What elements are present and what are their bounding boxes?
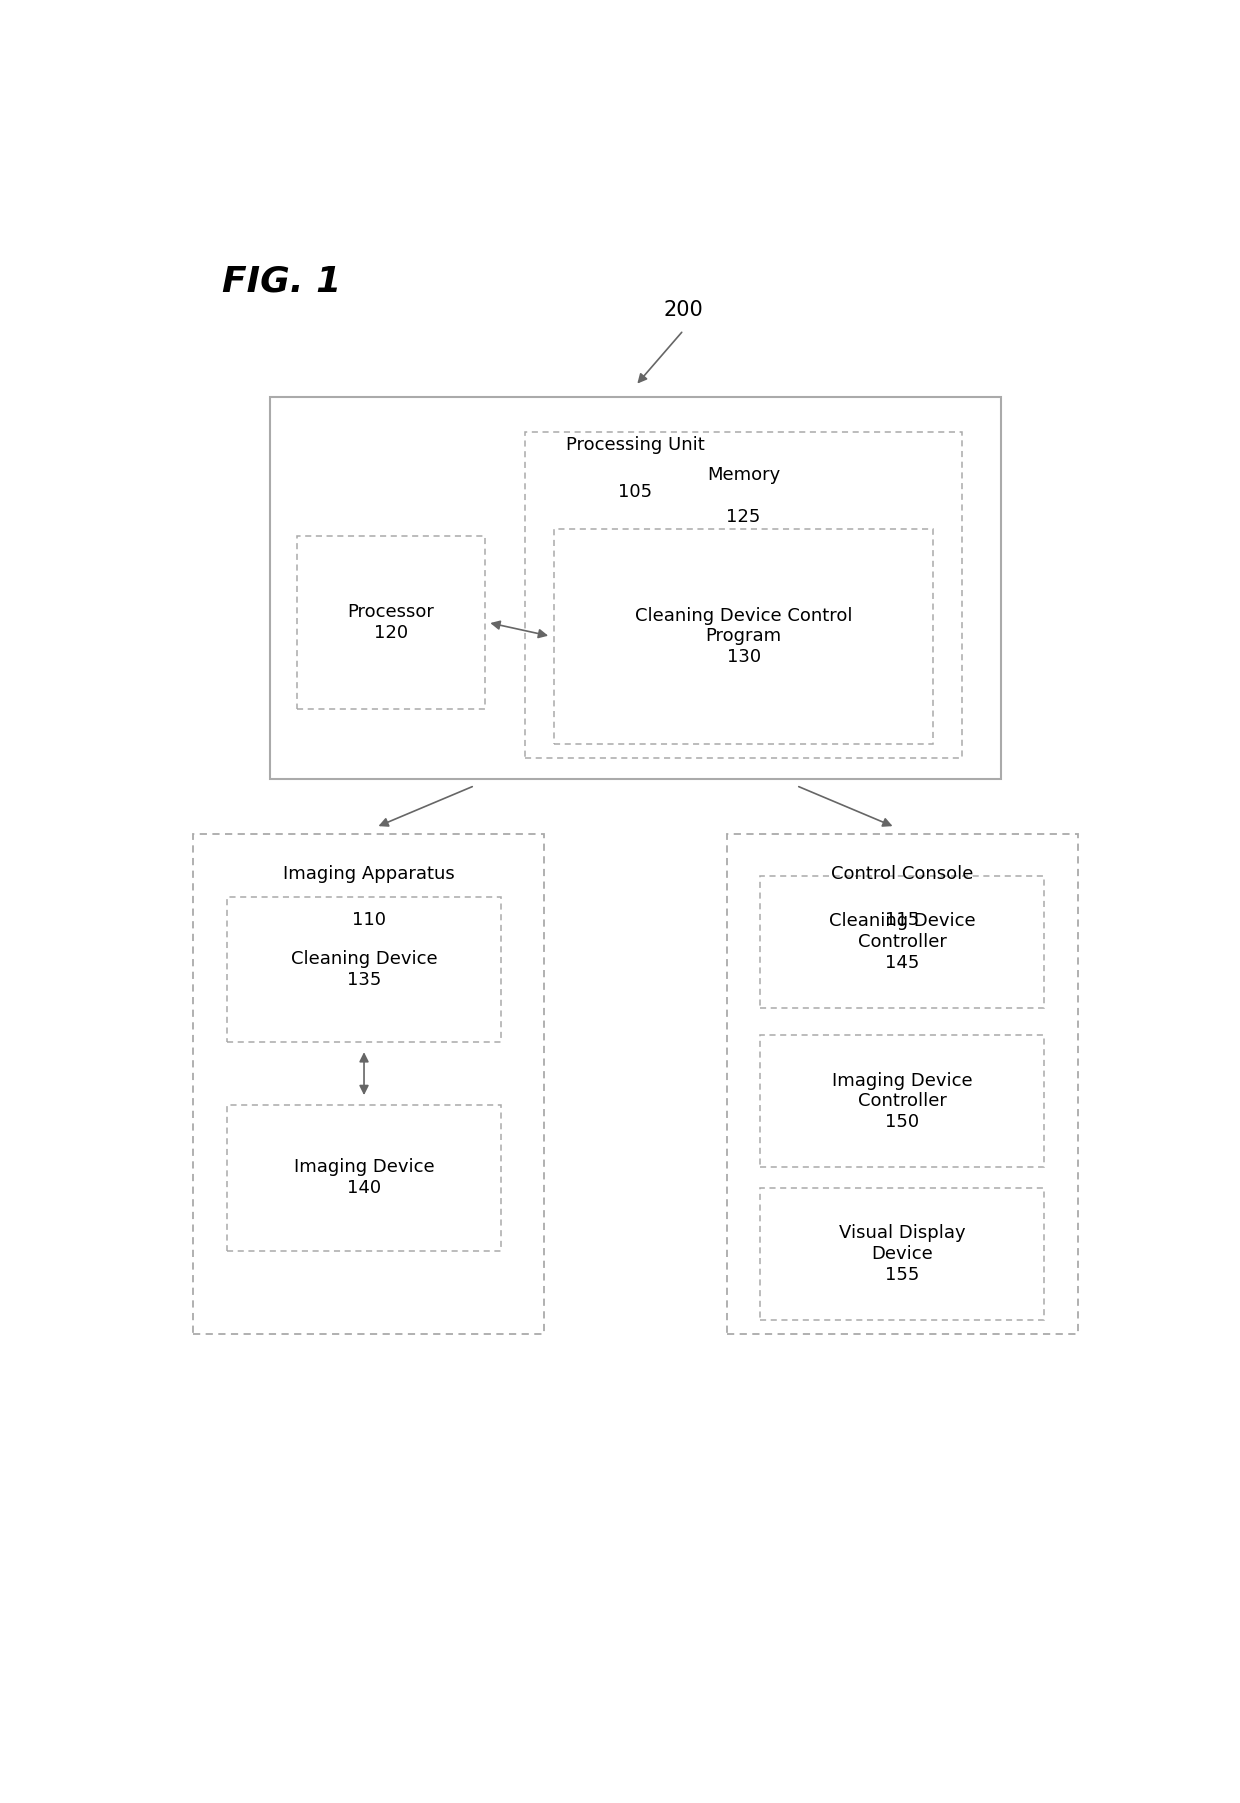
Text: Processor
120: Processor 120 bbox=[347, 602, 434, 642]
FancyBboxPatch shape bbox=[727, 835, 1078, 1334]
Text: Cleaning Device
Controller
145: Cleaning Device Controller 145 bbox=[828, 912, 976, 972]
Text: FIG. 1: FIG. 1 bbox=[222, 265, 341, 299]
FancyBboxPatch shape bbox=[227, 896, 501, 1042]
Text: Cleaning Device
135: Cleaning Device 135 bbox=[290, 950, 438, 988]
Text: 110: 110 bbox=[352, 911, 386, 929]
FancyBboxPatch shape bbox=[298, 535, 485, 709]
FancyBboxPatch shape bbox=[760, 1035, 1044, 1167]
Text: Imaging Device
140: Imaging Device 140 bbox=[294, 1158, 434, 1197]
FancyBboxPatch shape bbox=[760, 1188, 1044, 1320]
Text: Imaging Device
Controller
150: Imaging Device Controller 150 bbox=[832, 1071, 972, 1130]
Text: Visual Display
Device
155: Visual Display Device 155 bbox=[839, 1224, 966, 1284]
Text: Imaging Apparatus: Imaging Apparatus bbox=[283, 865, 455, 883]
FancyBboxPatch shape bbox=[270, 397, 1001, 779]
Text: Cleaning Device Control
Program
130: Cleaning Device Control Program 130 bbox=[635, 606, 852, 665]
FancyBboxPatch shape bbox=[525, 431, 962, 757]
Text: Control Console: Control Console bbox=[831, 865, 973, 883]
Text: Memory: Memory bbox=[707, 467, 780, 485]
Text: 105: 105 bbox=[619, 483, 652, 501]
Text: 200: 200 bbox=[663, 301, 703, 321]
FancyBboxPatch shape bbox=[760, 876, 1044, 1008]
FancyBboxPatch shape bbox=[193, 835, 544, 1334]
Text: 115: 115 bbox=[885, 911, 919, 929]
FancyBboxPatch shape bbox=[554, 528, 934, 745]
Text: 125: 125 bbox=[727, 508, 761, 526]
FancyBboxPatch shape bbox=[227, 1105, 501, 1251]
Text: Processing Unit: Processing Unit bbox=[567, 436, 704, 454]
